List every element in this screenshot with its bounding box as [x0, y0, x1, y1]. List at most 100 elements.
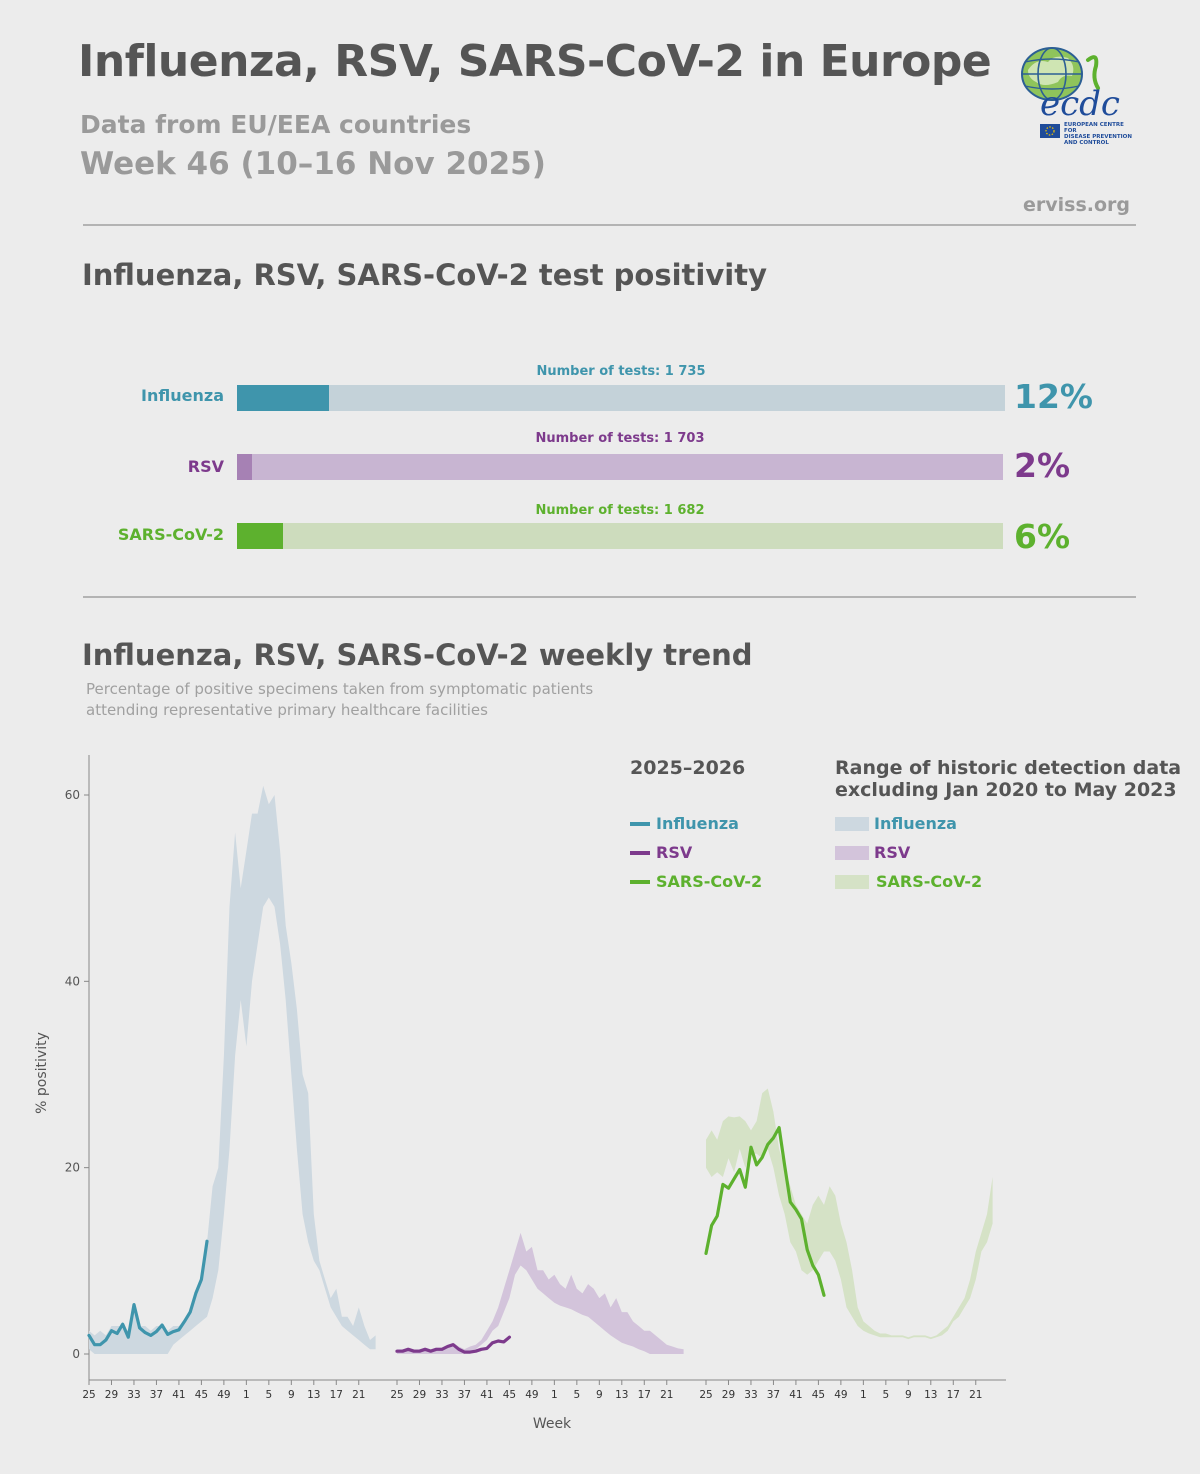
ecdc-wordmark: ecdc	[1040, 84, 1120, 124]
bar-label-sars-cov-2: SARS-CoV-2	[117, 525, 224, 544]
x-tick-label: 49	[834, 1389, 847, 1401]
x-tick-label: 49	[525, 1389, 538, 1401]
legend-line-swatch-influenza	[630, 822, 650, 826]
legend-item-sars-cov-2: SARS-CoV-2	[656, 872, 763, 891]
x-tick-label: 25	[390, 1389, 403, 1401]
x-tick-label: 5	[573, 1389, 580, 1401]
legend-band-swatch-sars-cov-2	[835, 875, 869, 889]
x-tick-label: 25	[699, 1389, 712, 1401]
legend-range-item-sars-cov-2: SARS-CoV-2	[876, 872, 983, 891]
legend-item-rsv: RSV	[656, 843, 693, 862]
legend-line-swatch-sars-cov-2	[630, 880, 650, 884]
x-tick-label: 13	[615, 1389, 628, 1401]
x-tick-label: 21	[660, 1389, 673, 1401]
divider	[83, 224, 1136, 226]
pct-influenza: 12%	[1014, 377, 1093, 416]
x-tick-label: 17	[330, 1389, 343, 1401]
historic-range-band-influenza	[89, 785, 376, 1354]
x-tick-label: 41	[172, 1389, 185, 1401]
x-tick-label: 37	[150, 1389, 163, 1401]
x-tick-label: 21	[352, 1389, 365, 1401]
x-tick-label: 29	[413, 1389, 426, 1401]
bar-label-influenza: Influenza	[141, 386, 224, 405]
bar-fill-influenza	[237, 385, 330, 411]
bar-track-influenza	[237, 385, 1005, 411]
trend-title: Influenza, RSV, SARS-CoV-2 weekly trend	[82, 638, 753, 672]
x-tick-label: 1	[243, 1389, 250, 1401]
x-tick-label: 17	[947, 1389, 960, 1401]
bar-label-rsv: RSV	[187, 457, 224, 476]
tests-count-influenza: Number of tests: 1 735	[536, 364, 706, 379]
y-tick-label: 40	[65, 974, 80, 988]
ecdc-caption: EUROPEAN CENTRE FOR DISEASE PREVENTION A…	[1064, 122, 1134, 146]
x-tick-label: 5	[265, 1389, 272, 1401]
bar-fill-rsv	[237, 454, 253, 480]
x-tick-label: 33	[744, 1389, 757, 1401]
pct-sars-cov-2: 6%	[1014, 517, 1071, 556]
positivity-title: Influenza, RSV, SARS-CoV-2 test positivi…	[82, 258, 767, 292]
season-line-influenza	[87, 1239, 209, 1347]
x-tick-label: 9	[596, 1389, 603, 1401]
x-tick-label: 33	[435, 1389, 448, 1401]
historic-range-band-sars-cov-2	[706, 1088, 993, 1340]
ecdc-caption-line: EUROPEAN CENTRE FOR	[1064, 122, 1124, 134]
week-label: Week 46 (10–16 Nov 2025)	[80, 146, 546, 182]
y-tick-label: 20	[65, 1161, 80, 1175]
page-title: Influenza, RSV, SARS-CoV-2 in Europe	[78, 36, 992, 87]
trend-note-line: attending representative primary healthc…	[86, 701, 488, 719]
x-tick-label: 41	[789, 1389, 802, 1401]
page-subtitle: Data from EU/EEA countries	[80, 110, 472, 139]
legend-range-title: Range of historic detection data excludi…	[835, 757, 1181, 801]
tests-count-sars-cov-2: Number of tests: 1 682	[535, 503, 705, 518]
x-tick-label: 45	[503, 1389, 516, 1401]
x-tick-label: 17	[638, 1389, 651, 1401]
trend-note: Percentage of positive specimens taken f…	[86, 679, 593, 721]
x-tick-label: 49	[217, 1389, 230, 1401]
x-tick-label: 1	[860, 1389, 867, 1401]
x-tick-label: 41	[480, 1389, 493, 1401]
site-link[interactable]: erviss.org	[1022, 194, 1130, 216]
globe-icon	[1021, 47, 1100, 138]
y-tick-label: 60	[65, 788, 80, 802]
x-tick-label: 1	[551, 1389, 558, 1401]
legend-item-influenza: Influenza	[656, 814, 739, 833]
x-tick-label: 21	[969, 1389, 982, 1401]
legend-season-title: 2025–2026	[630, 757, 746, 779]
pct-rsv: 2%	[1014, 446, 1071, 485]
y-axis-label: % positivity	[34, 1032, 50, 1114]
divider	[83, 596, 1136, 598]
legend-band-swatch-rsv	[835, 846, 869, 860]
tests-count-rsv: Number of tests: 1 703	[535, 431, 705, 446]
x-tick-label: 45	[195, 1389, 208, 1401]
x-tick-label: 37	[767, 1389, 780, 1401]
legend-range-item-rsv: RSV	[874, 843, 911, 862]
season-line-sars-cov-2	[704, 1126, 826, 1297]
legend-range-item-influenza: Influenza	[874, 814, 957, 833]
legend-band-swatch-influenza	[835, 817, 869, 831]
season-line-rsv	[395, 1335, 511, 1354]
x-tick-label: 5	[882, 1389, 889, 1401]
x-tick-label: 37	[458, 1389, 471, 1401]
x-tick-label: 9	[905, 1389, 912, 1401]
x-tick-label: 13	[307, 1389, 320, 1401]
y-tick-label: 0	[72, 1347, 80, 1361]
legend-line-swatch-rsv	[630, 851, 650, 855]
x-tick-label: 9	[288, 1389, 295, 1401]
bar-track-rsv	[237, 454, 1003, 480]
ecdc-caption-line: AND CONTROL	[1064, 140, 1109, 146]
bar-fill-sars-cov-2	[237, 523, 283, 549]
x-tick-label: 33	[127, 1389, 140, 1401]
weekly-trend-chart: 0 20 40 60 % positivity Week 25 29 33 37 41 45 49 1 5 9…	[34, 755, 1006, 1432]
bar-track-sars-cov-2	[237, 523, 1003, 549]
x-tick-label: 25	[82, 1389, 95, 1401]
legend-range-title-line: Range of historic detection data	[835, 757, 1182, 779]
x-tick-label: 13	[924, 1389, 937, 1401]
historic-range-band-rsv	[397, 1232, 684, 1354]
x-axis-label: Week	[533, 1416, 572, 1432]
x-tick-label: 29	[722, 1389, 735, 1401]
x-tick-label: 45	[812, 1389, 825, 1401]
ecdc-caption-line: DISEASE PREVENTION	[1064, 134, 1132, 140]
legend-range-title-line: excluding Jan 2020 to May 2023	[835, 779, 1177, 801]
ecdc-logo: ecdc EUROPEAN CENTRE FOR DISEASE PREVENT…	[1014, 44, 1134, 146]
